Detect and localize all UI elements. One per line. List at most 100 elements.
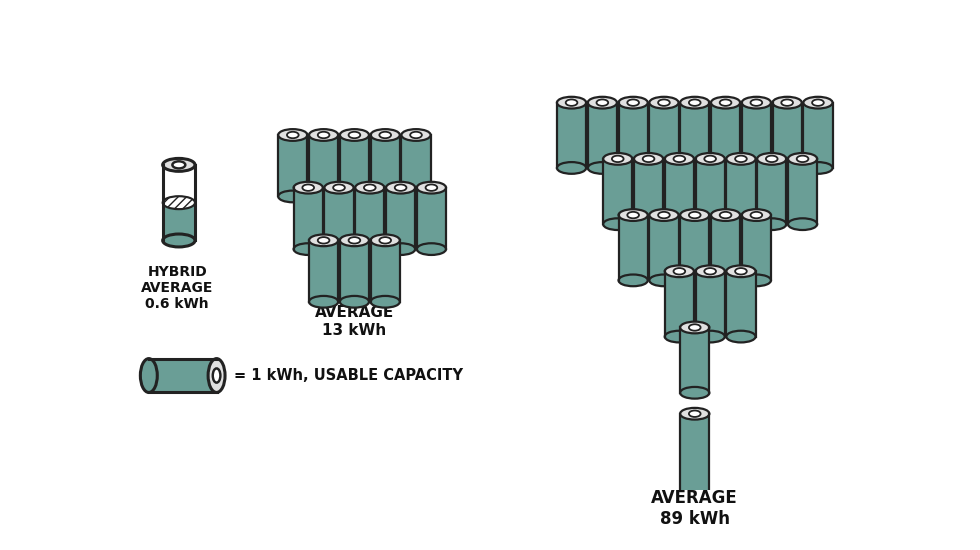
Ellipse shape <box>557 162 586 174</box>
Bar <box>149 359 217 393</box>
Ellipse shape <box>627 100 639 106</box>
Ellipse shape <box>659 212 669 218</box>
Ellipse shape <box>772 97 802 108</box>
Ellipse shape <box>565 100 577 106</box>
Ellipse shape <box>402 129 430 141</box>
Ellipse shape <box>355 182 384 194</box>
Ellipse shape <box>294 182 322 194</box>
Ellipse shape <box>612 156 623 162</box>
Ellipse shape <box>650 274 678 286</box>
Bar <box>726 271 756 337</box>
Ellipse shape <box>680 209 710 221</box>
Bar <box>758 159 786 224</box>
Ellipse shape <box>278 191 308 202</box>
Bar <box>163 165 195 240</box>
Ellipse shape <box>627 212 639 218</box>
Ellipse shape <box>309 234 338 246</box>
Ellipse shape <box>355 243 384 255</box>
Ellipse shape <box>710 209 740 221</box>
Ellipse shape <box>597 100 609 106</box>
Bar <box>664 271 694 337</box>
Ellipse shape <box>278 129 308 141</box>
Ellipse shape <box>588 162 617 174</box>
Bar <box>742 103 771 168</box>
Ellipse shape <box>309 296 338 307</box>
Ellipse shape <box>705 156 716 162</box>
Ellipse shape <box>696 331 725 343</box>
Bar <box>726 159 756 224</box>
Ellipse shape <box>696 266 725 277</box>
Ellipse shape <box>634 218 663 230</box>
Ellipse shape <box>664 331 694 343</box>
Ellipse shape <box>402 191 430 202</box>
Bar <box>696 271 725 337</box>
Ellipse shape <box>673 268 685 274</box>
Bar <box>386 188 416 249</box>
Ellipse shape <box>742 162 771 174</box>
Bar <box>788 159 817 224</box>
Ellipse shape <box>719 100 731 106</box>
Ellipse shape <box>710 97 740 108</box>
Ellipse shape <box>643 156 655 162</box>
Bar <box>416 188 446 249</box>
Ellipse shape <box>163 196 195 209</box>
Ellipse shape <box>689 212 701 218</box>
Ellipse shape <box>788 218 817 230</box>
Ellipse shape <box>735 156 747 162</box>
Ellipse shape <box>603 218 632 230</box>
Ellipse shape <box>370 296 400 307</box>
Ellipse shape <box>340 129 369 141</box>
Ellipse shape <box>379 237 391 244</box>
Ellipse shape <box>751 100 762 106</box>
Ellipse shape <box>618 274 648 286</box>
Ellipse shape <box>364 184 375 191</box>
Ellipse shape <box>812 100 824 106</box>
Bar <box>294 188 322 249</box>
Ellipse shape <box>425 184 437 191</box>
Ellipse shape <box>735 268 747 274</box>
Ellipse shape <box>742 209 771 221</box>
Ellipse shape <box>140 359 157 393</box>
Ellipse shape <box>349 132 361 138</box>
Ellipse shape <box>705 268 716 274</box>
Ellipse shape <box>603 153 632 164</box>
Ellipse shape <box>324 182 354 194</box>
Ellipse shape <box>163 234 195 247</box>
Ellipse shape <box>726 266 756 277</box>
Bar <box>680 103 710 168</box>
Ellipse shape <box>370 191 400 202</box>
Bar <box>618 103 648 168</box>
Bar <box>340 240 369 302</box>
Bar <box>163 203 195 240</box>
Ellipse shape <box>689 100 701 106</box>
Ellipse shape <box>797 156 808 162</box>
Bar <box>618 215 648 280</box>
Ellipse shape <box>680 408 710 420</box>
Bar <box>557 103 586 168</box>
Ellipse shape <box>659 100 669 106</box>
Ellipse shape <box>680 162 710 174</box>
Ellipse shape <box>689 324 701 331</box>
Ellipse shape <box>788 153 817 164</box>
Ellipse shape <box>650 162 678 174</box>
Ellipse shape <box>673 156 685 162</box>
Ellipse shape <box>689 410 701 417</box>
Bar <box>309 240 338 302</box>
Ellipse shape <box>386 182 416 194</box>
Bar <box>402 135 430 196</box>
Ellipse shape <box>650 209 678 221</box>
Ellipse shape <box>618 97 648 108</box>
Ellipse shape <box>340 234 369 246</box>
Ellipse shape <box>324 243 354 255</box>
Bar <box>355 188 384 249</box>
Bar <box>588 103 617 168</box>
Ellipse shape <box>680 387 710 399</box>
Ellipse shape <box>213 368 220 383</box>
Ellipse shape <box>318 237 329 244</box>
Ellipse shape <box>340 296 369 307</box>
Ellipse shape <box>664 266 694 277</box>
Bar <box>680 215 710 280</box>
Ellipse shape <box>309 129 338 141</box>
Bar <box>804 103 833 168</box>
Ellipse shape <box>318 132 329 138</box>
